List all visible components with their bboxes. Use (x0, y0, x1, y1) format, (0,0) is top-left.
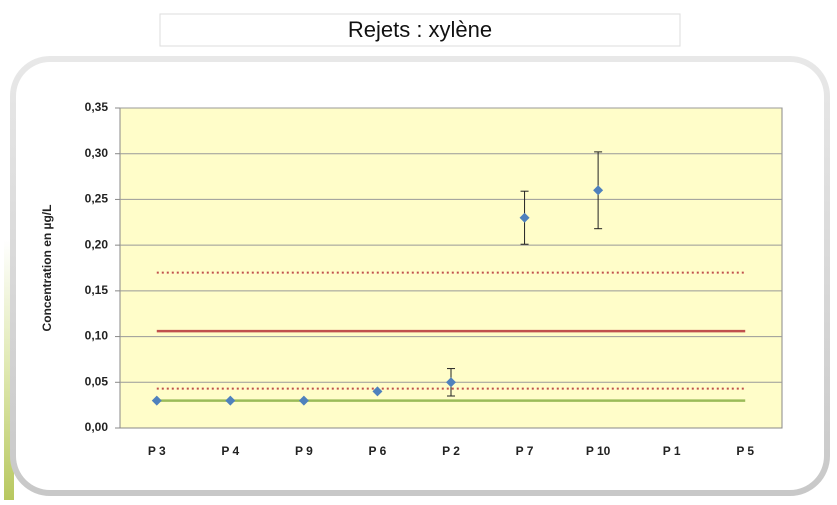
x-tick-label: P 2 (442, 444, 460, 458)
y-axis-label: Concentration en µg/L (40, 205, 54, 332)
chart-title: Rejets : xylène (348, 17, 492, 42)
x-tick-label: P 7 (516, 444, 534, 458)
marker (298, 395, 309, 406)
y-tick-label: 0,10 (85, 329, 109, 343)
marker (225, 395, 236, 406)
x-tick-label: P 9 (295, 444, 313, 458)
x-tick-label: P 6 (369, 444, 387, 458)
y-tick-label: 0,15 (85, 283, 109, 297)
x-tick-label: P 10 (586, 444, 611, 458)
marker (372, 386, 383, 397)
marker (446, 377, 456, 388)
x-tick-label: P 4 (221, 444, 239, 458)
y-tick-label: 0,20 (85, 237, 109, 251)
title-box (159, 13, 681, 47)
x-tick-label: P 3 (148, 444, 166, 458)
marker (593, 185, 604, 196)
y-tick-label: 0,35 (85, 100, 109, 114)
x-tick-label: P 1 (663, 444, 681, 458)
y-tick-label: 0,00 (85, 420, 109, 434)
y-tick-label: 0,25 (85, 192, 109, 206)
x-tick-label: P 5 (736, 444, 754, 458)
marker (151, 395, 162, 406)
y-tick-label: 0,05 (85, 374, 109, 388)
marker (519, 212, 530, 223)
y-tick-label: 0,30 (85, 146, 109, 160)
side-accent (4, 240, 14, 500)
